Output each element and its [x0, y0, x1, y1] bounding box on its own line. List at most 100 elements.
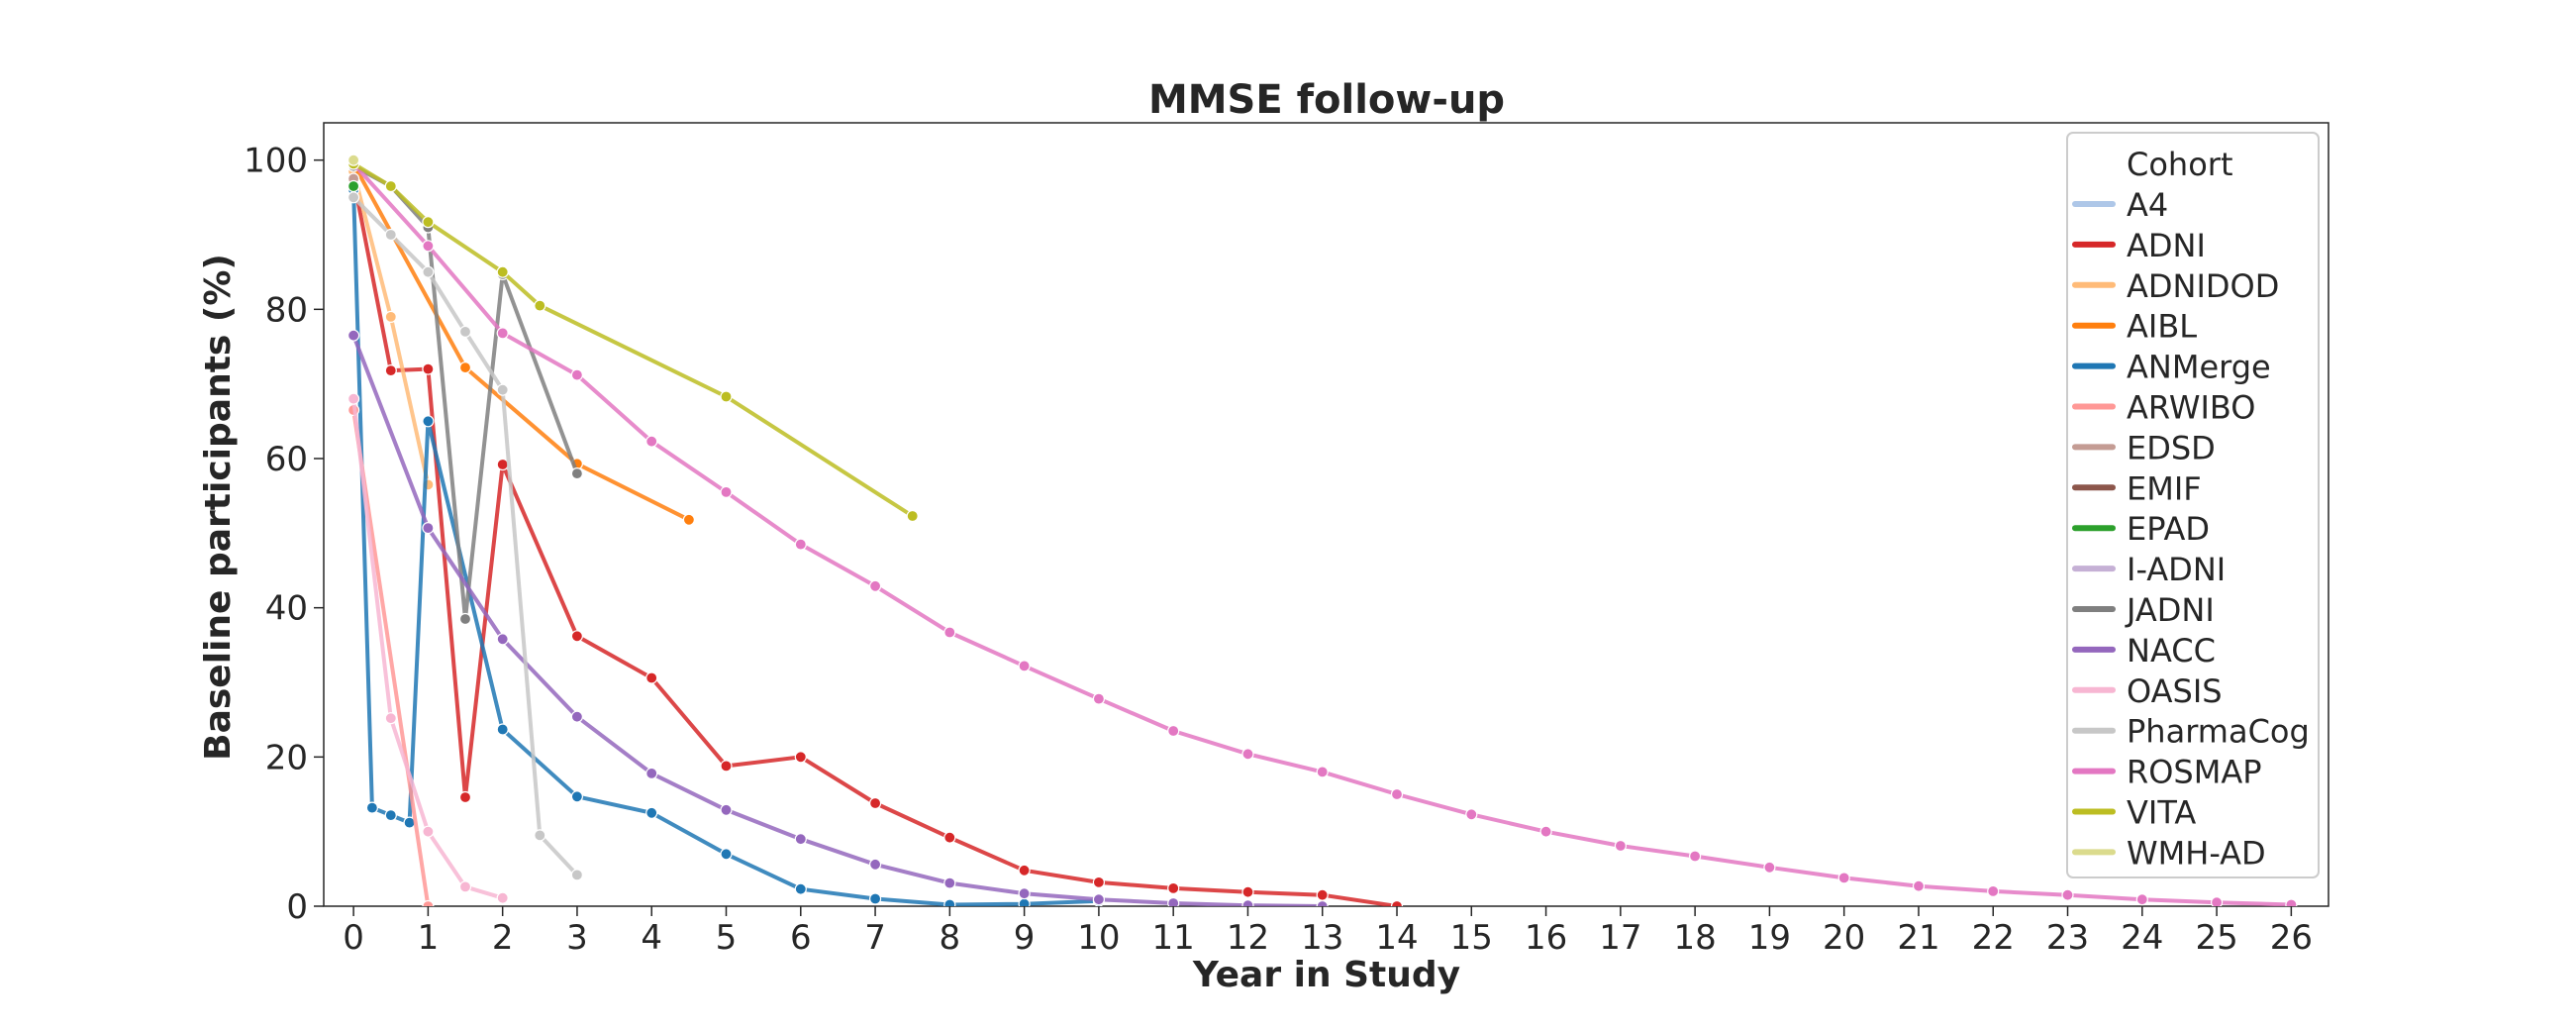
data-point-rosmap	[2211, 896, 2224, 906]
data-point-adni	[422, 362, 435, 375]
data-point-adni	[1167, 881, 1180, 895]
x-tick-label: 13	[1301, 918, 1343, 958]
data-point-nacc	[422, 521, 435, 535]
data-point-adni	[1018, 864, 1031, 876]
data-point-rosmap	[1539, 825, 1552, 838]
data-point-nacc	[570, 710, 584, 723]
data-point-adni	[1316, 888, 1329, 901]
legend-label-arwibo: ARWIBO	[2127, 389, 2255, 427]
series-group	[347, 154, 2298, 906]
data-point-jadni	[570, 467, 584, 480]
data-point-adni	[384, 364, 397, 377]
data-point-nacc	[1241, 899, 1254, 906]
x-tick-label: 14	[1375, 918, 1418, 958]
x-tick-label: 17	[1599, 918, 1641, 958]
data-point-oasis	[458, 880, 472, 893]
data-point-adnidod	[384, 310, 397, 323]
legend-label-rosmap: ROSMAP	[2127, 754, 2262, 791]
y-tick-label: 40	[265, 589, 308, 629]
data-point-arwibo	[422, 899, 435, 906]
x-tick-label: 22	[1972, 918, 2015, 958]
legend-box	[2066, 132, 2320, 878]
data-point-rosmap	[868, 579, 882, 592]
x-tick-label: 5	[716, 918, 738, 958]
series-line-adnidod	[351, 170, 431, 485]
legend: Cohort A4ADNIADNIDODAIBLANMergeARWIBOEDS…	[2066, 132, 2320, 878]
data-point-nacc	[1018, 887, 1031, 900]
x-tick-label: 4	[641, 918, 662, 958]
data-point-adni	[943, 831, 956, 844]
x-axis-title: Year in Study	[1192, 955, 1460, 995]
legend-label-anmerge: ANMerge	[2127, 349, 2271, 386]
x-tick-label: 21	[1897, 918, 1939, 958]
data-point-nacc	[720, 803, 733, 816]
series-line-aibl	[351, 162, 690, 522]
legend-label-adnidod: ADNIDOD	[2127, 267, 2279, 305]
x-tick-label: 16	[1525, 918, 1567, 958]
data-point-nacc	[943, 876, 956, 889]
data-point-anmerge	[943, 898, 956, 906]
data-point-rosmap	[1763, 861, 1776, 874]
data-point-adni	[1092, 876, 1106, 889]
x-tick-label: 20	[1823, 918, 1865, 958]
data-point-anmerge	[720, 848, 733, 861]
y-tick-label: 60	[265, 440, 308, 479]
x-tick-label: 1	[418, 918, 440, 958]
x-tick-label: 3	[566, 918, 588, 958]
data-point-rosmap	[570, 368, 584, 381]
data-point-nacc	[1316, 899, 1329, 906]
data-point-pharmacog	[534, 829, 546, 842]
data-point-adni	[720, 760, 733, 773]
data-point-rosmap	[1167, 724, 1180, 738]
data-point-rosmap	[1018, 660, 1031, 672]
legend-label-jadni: JADNI	[2125, 591, 2215, 629]
y-axis-ticks: 0 20 40 60 80 100	[244, 142, 324, 927]
series-line-rosmap	[351, 162, 2292, 906]
data-point-wmh-ad	[347, 154, 360, 166]
x-tick-label: 11	[1152, 918, 1195, 958]
data-point-anmerge	[570, 790, 584, 803]
legend-label-oasis: OASIS	[2127, 672, 2223, 710]
legend-label-wmh-ad: WMH-AD	[2127, 834, 2266, 872]
y-tick-label: 80	[265, 290, 308, 330]
data-point-rosmap	[1241, 748, 1254, 761]
data-point-vita	[384, 179, 397, 193]
data-point-adni	[794, 751, 807, 764]
data-point-nacc	[868, 858, 882, 871]
data-point-rosmap	[943, 626, 956, 639]
series-line-adni	[351, 178, 1398, 906]
chart-title: MMSE follow-up	[1148, 77, 1505, 123]
data-point-pharmacog	[496, 383, 509, 396]
data-point-rosmap	[2135, 893, 2148, 906]
data-point-anmerge	[384, 808, 397, 822]
data-point-anmerge	[868, 892, 882, 905]
data-point-adni	[1241, 885, 1254, 898]
x-tick-label: 24	[2121, 918, 2163, 958]
x-tick-label: 12	[1227, 918, 1269, 958]
plot-frame	[323, 122, 2329, 907]
data-point-vita	[496, 265, 509, 278]
legend-label-nacc: NACC	[2127, 632, 2216, 670]
data-point-adni	[458, 790, 472, 804]
data-point-rosmap	[645, 435, 658, 448]
data-point-nacc	[347, 329, 360, 342]
x-tick-label: 8	[940, 918, 961, 958]
x-tick-label: 25	[2195, 918, 2237, 958]
data-point-aibl	[682, 513, 696, 526]
x-axis-ticks: 0 1 2 3 4 5 6 7 8 9 10 11 12 13 14 15 16 17 18 19 20 21 22 23 24…	[343, 906, 2313, 958]
x-tick-label: 26	[2270, 918, 2313, 958]
y-tick-label: 20	[265, 738, 308, 777]
legend-label-a4: A4	[2127, 186, 2168, 224]
x-tick-label: 18	[1673, 918, 1716, 958]
plot-area	[323, 122, 2329, 907]
data-point-nacc	[794, 833, 807, 846]
data-point-rosmap	[1316, 766, 1329, 778]
data-point-rosmap	[2285, 898, 2298, 906]
data-point-oasis	[496, 891, 509, 904]
data-point-pharmacog	[347, 191, 360, 204]
data-point-anmerge	[422, 415, 435, 428]
data-point-oasis	[384, 712, 397, 725]
data-point-epad	[347, 179, 360, 193]
legend-label-epad: EPAD	[2127, 510, 2210, 548]
